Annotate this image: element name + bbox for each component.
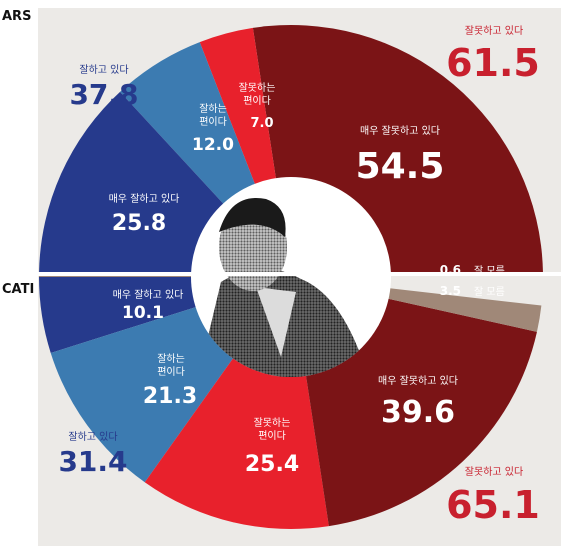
labels-layer: 매우 잘못하고 있다 54.5 잘못하는 편이다 7.0 잘하는 편이다 12.0 매우 잘하고… [58, 24, 539, 527]
cati-total-good-label: 잘하고 있다 [68, 430, 117, 443]
ars-label-good: 잘하는 편이다 [199, 102, 227, 128]
ars-total-bad-value: 61.5 [446, 41, 540, 85]
cati-label-unknown: 잘 모름 [474, 286, 505, 298]
ars-total-good-label: 잘하고 있다 [79, 63, 128, 76]
panel-labels: ARS CATI [0, 9, 580, 297]
ars-value-very-good: 25.8 [112, 211, 166, 236]
cati-value-good: 21.3 [143, 384, 197, 409]
cati-value-very-good: 10.1 [122, 303, 164, 323]
center-photo [191, 177, 391, 377]
cati-total-bad-label: 잘못하고 있다 [465, 465, 523, 478]
cati-label-good: 잘하는 편이다 [157, 352, 185, 378]
ars-label-very-bad: 매우 잘못하고 있다 [360, 124, 440, 137]
panel-label-ars: ARS [2, 9, 31, 24]
cati-label-very-bad: 매우 잘못하고 있다 [378, 374, 458, 387]
ars-total-good-value: 37.8 [69, 78, 138, 111]
portrait-figure [196, 197, 371, 377]
ars-value-bad: 7.0 [250, 116, 273, 131]
portrait-hair [219, 197, 286, 237]
cati-total-bad-value: 65.1 [446, 483, 540, 527]
cati-value-very-bad: 39.6 [381, 395, 455, 430]
cati-value-unknown: 3.5 [440, 284, 461, 298]
ars-total-bad-label: 잘못하고 있다 [465, 24, 523, 37]
portrait-shirt [256, 287, 296, 357]
ars-value-good: 12.0 [192, 135, 234, 155]
ars-label-very-good: 매우 잘하고 있다 [109, 192, 180, 205]
cati-value-bad: 25.4 [245, 452, 299, 477]
cati-label-bad: 잘못하는 편이다 [254, 416, 291, 442]
half-divider [0, 272, 580, 276]
cati-label-very-good: 매우 잘하고 있다 [113, 288, 184, 301]
ars-value-very-bad: 54.5 [356, 146, 445, 187]
panel-label-cati: CATI [2, 282, 34, 297]
cati-total-good-value: 31.4 [58, 445, 127, 478]
ars-label-bad: 잘못하는 편이다 [239, 81, 276, 107]
